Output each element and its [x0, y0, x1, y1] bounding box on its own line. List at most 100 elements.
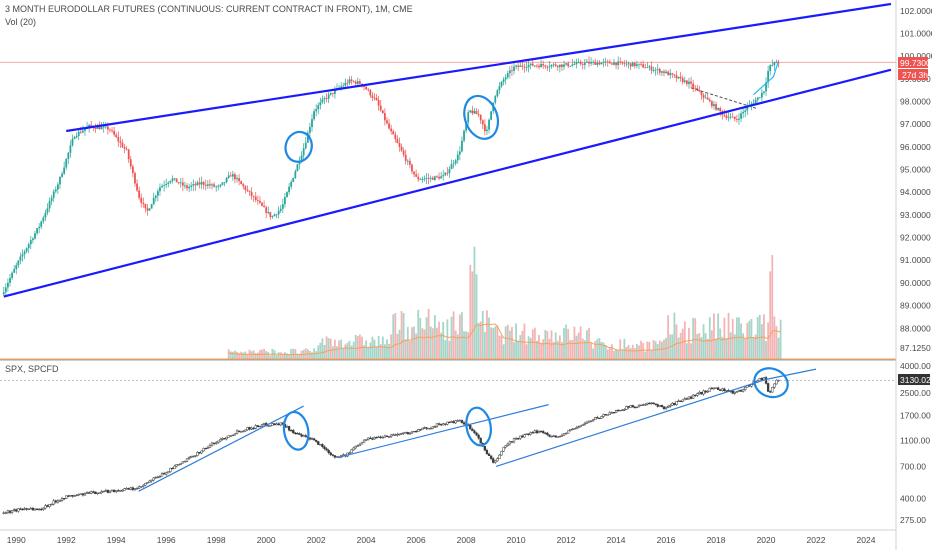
eurodollar-candle-body	[9, 277, 11, 283]
eurodollar-candle-body	[48, 201, 51, 209]
spx-candle-body	[421, 427, 424, 430]
spx-candle-body	[429, 428, 432, 430]
eurodollar-candle-body	[744, 110, 747, 112]
spx-candle-body	[517, 438, 520, 440]
spx-candle-body	[260, 424, 264, 427]
spx-candle-body	[271, 423, 274, 426]
spx-candle-body	[177, 464, 180, 466]
volume-bar	[773, 316, 776, 359]
eurodollar-candle-body	[346, 82, 349, 84]
volume-bar	[423, 329, 426, 359]
volume-bar	[292, 348, 295, 359]
eurodollar-candle-body	[629, 63, 632, 67]
eurodollar-candle-body	[583, 62, 586, 65]
x-tick-label: 1992	[57, 535, 76, 545]
spx-candle-body	[775, 379, 778, 385]
volume-bar	[256, 352, 259, 359]
eurodollar-candle-body	[475, 111, 478, 115]
volume-bar	[702, 324, 705, 359]
eurodollar-candle-body	[119, 141, 122, 143]
spx-candle-body	[554, 435, 557, 438]
eurodollar-candle-body	[404, 154, 407, 161]
volume-bar	[754, 334, 757, 359]
eurodollar-candle-body	[665, 71, 667, 74]
spx-candle-body	[739, 390, 743, 392]
spx-candle-body	[56, 500, 60, 503]
eurodollar-candle-body	[408, 160, 411, 165]
eurodollar-candle-body	[436, 176, 438, 178]
spx-candle-body	[514, 438, 518, 440]
spx-candle-body	[154, 476, 157, 479]
spx-candle-body	[19, 508, 22, 510]
spx-candle-body	[371, 438, 374, 440]
spx-candle-body	[302, 435, 305, 437]
spx-candle-body	[396, 434, 399, 436]
eurodollar-candle-body	[536, 65, 538, 67]
volume-bar	[377, 335, 380, 359]
eurodollar-candle-body	[465, 122, 468, 131]
spx-candle-body	[142, 484, 145, 487]
eurodollar-candle-body	[104, 126, 107, 128]
spx-candle-body	[485, 449, 489, 455]
volume-bar	[506, 324, 509, 359]
spx-candle-body	[604, 414, 607, 416]
eurodollar-candle-body	[184, 185, 186, 187]
spx-candle-body	[581, 424, 584, 426]
spx-candle-body	[2, 512, 5, 514]
eurodollar-candle-body	[594, 61, 597, 65]
volume-bar	[352, 341, 355, 359]
spx-candle-body	[714, 387, 718, 389]
volume-bar	[629, 348, 632, 359]
spx-candle-body	[542, 431, 545, 433]
spx-candle-body	[125, 488, 128, 490]
eurodollar-candle-body	[223, 182, 226, 183]
volume-bar	[502, 344, 505, 359]
volume-bar	[346, 342, 349, 359]
eurodollar-candle-body	[581, 64, 584, 65]
volume-bar	[673, 312, 676, 359]
x-tick-label: 2018	[707, 535, 726, 545]
volume-bar	[240, 351, 243, 359]
spx-candle-body	[94, 491, 97, 495]
volume-bar	[713, 313, 715, 359]
eurodollar-candle-body	[525, 67, 528, 68]
spx-candle-body	[292, 430, 295, 434]
eurodollar-candle-body	[411, 164, 413, 172]
spx-candle-body	[383, 435, 387, 438]
eurodollar-candle-body	[677, 76, 680, 79]
eurodollar-candle-body	[304, 142, 307, 149]
volume-bar	[429, 326, 432, 359]
eurodollar-candle-body	[733, 116, 736, 119]
eurodollar-candle-body	[600, 62, 603, 65]
eurodollar-candle-body	[192, 184, 195, 186]
spx-candle-body	[506, 443, 509, 446]
eurodollar-candle-body	[123, 147, 126, 149]
volume-bar	[286, 353, 288, 359]
eurodollar-candle-body	[713, 104, 715, 107]
spx-candle-body	[275, 423, 278, 426]
eurodollar-candle-body	[571, 64, 574, 66]
spx-candle-body	[254, 425, 257, 429]
volume-bar	[727, 312, 730, 359]
eurodollar-candle-body	[658, 69, 661, 73]
spx-candle-body	[723, 388, 726, 391]
chart-title: 3 MONTH EURODOLLAR FUTURES (CONTINUOUS: …	[5, 4, 413, 14]
spx-candle-body	[748, 385, 751, 387]
spx-candle-body	[716, 387, 720, 391]
eurodollar-candle-body	[685, 80, 688, 85]
eurodollar-candle-body	[234, 174, 236, 180]
volume-bar	[504, 326, 507, 359]
eurodollar-candle-body	[769, 65, 772, 72]
eurodollar-candle-body	[111, 130, 113, 131]
eurodollar-candle-body	[194, 184, 197, 186]
eurodollar-candle-body	[573, 64, 576, 66]
spx-candle-body	[596, 417, 599, 419]
eurodollar-candle-body	[23, 251, 26, 255]
spx-candle-body	[585, 421, 589, 424]
volume-bar	[694, 318, 697, 359]
spx-candle-body	[575, 427, 578, 429]
spx-highlight-circle	[282, 410, 310, 451]
spx-candle-body	[210, 442, 214, 446]
volume-bar	[523, 323, 526, 359]
